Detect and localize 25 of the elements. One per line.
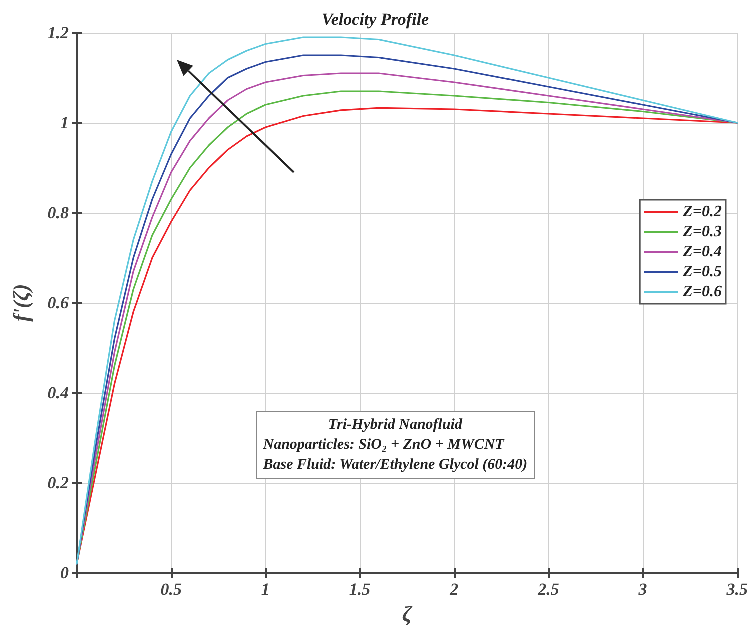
x-tick-label: 3.5 [726, 580, 748, 599]
x-axis-title: ζ [402, 602, 414, 626]
y-tick-label: 1 [60, 114, 69, 132]
annotation: Tri-Hybrid Nanofluid [327, 416, 464, 435]
y-tick-label: 1.2 [48, 24, 70, 42]
chart-title: Velocity Profile [322, 10, 430, 29]
x-tick-label: 2 [449, 580, 460, 599]
y-axis-title: f'(ζ) [8, 284, 34, 322]
x-tick-label: 0.5 [160, 580, 182, 599]
legend-label: Z=0.3 [682, 224, 722, 240]
legend-label: Z=0.2 [682, 204, 722, 220]
legend-label: Z=0.5 [682, 264, 722, 280]
legend-label: Z=0.6 [682, 284, 722, 300]
annotation: Nanoparticles: SiO₂ + ZnO + MWCNT [263, 436, 506, 455]
y-tick-label: 0.2 [48, 474, 70, 492]
annotation: Base Fluid: Water/Ethylene Glycol (60:40) [263, 456, 528, 475]
x-tick-label: 1 [261, 580, 270, 599]
y-tick-label: 0.6 [48, 294, 70, 312]
y-tick-label: 0.8 [48, 204, 70, 222]
x-tick-label: 1.5 [349, 580, 372, 599]
y-tick-label: 0.4 [48, 384, 69, 402]
x-tick-label: 3 [638, 580, 648, 599]
legend-label: Z=0.4 [682, 244, 722, 260]
y-tick-label: 0 [60, 564, 70, 582]
x-tick-label: 2.5 [537, 580, 560, 599]
